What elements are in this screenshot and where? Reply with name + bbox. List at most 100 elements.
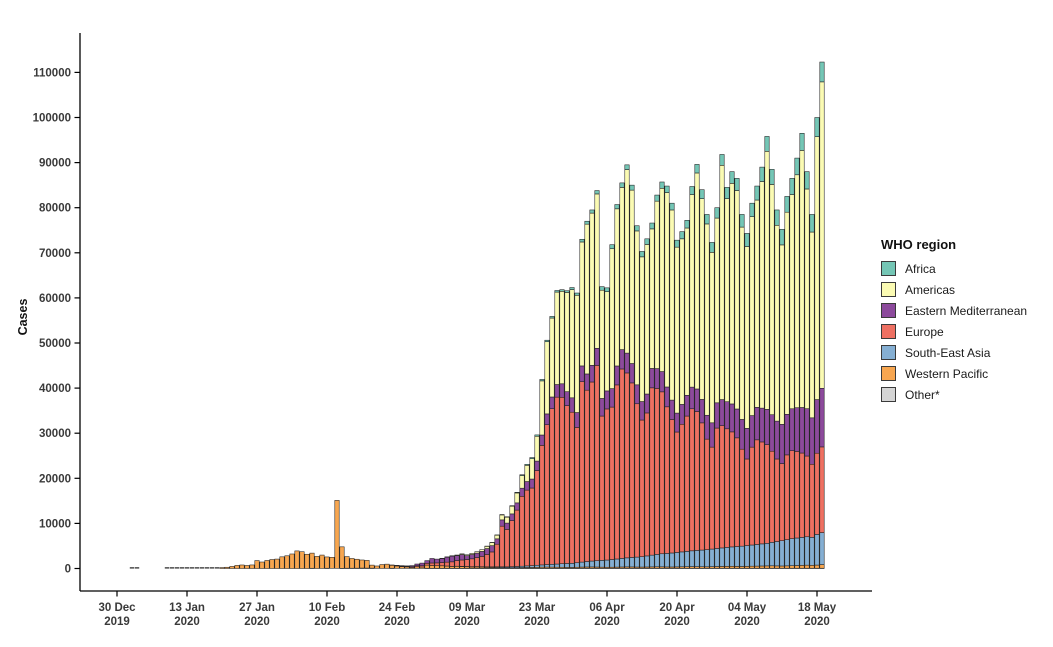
- x-tick-label: 10 Feb 2020: [309, 602, 345, 628]
- bar-segment: [654, 200, 660, 369]
- legend-label: Western Pacific: [905, 366, 989, 381]
- bar-segment: [819, 61, 825, 83]
- bar-segment: [454, 566, 460, 569]
- bar-segment: [604, 408, 610, 561]
- bar-segment: [754, 185, 760, 201]
- bar-segment: [484, 546, 490, 549]
- bar-segment: [809, 231, 815, 419]
- bar-segment: [539, 380, 545, 436]
- x-tick-label: 27 Jan 2020: [239, 602, 275, 628]
- bar-segment: [579, 365, 585, 382]
- bar-segment: [614, 204, 620, 210]
- bar-segment: [804, 455, 810, 538]
- bar-segment: [714, 402, 720, 429]
- bar-segment: [219, 567, 225, 569]
- bar-segment: [819, 446, 825, 533]
- bar-segment: [629, 189, 635, 364]
- bar-segment: [524, 464, 530, 466]
- bar-segment: [689, 386, 695, 410]
- bar-segment: [634, 230, 640, 386]
- bar-segment: [809, 537, 815, 566]
- bar-segment: [429, 562, 435, 566]
- bar-segment: [664, 192, 670, 388]
- bar-segment: [609, 388, 615, 408]
- bar-segment: [579, 241, 585, 367]
- bar-segment: [564, 391, 570, 406]
- bar-segment: [739, 545, 745, 567]
- bar-segment: [779, 463, 785, 541]
- y-tick-label: 90000: [39, 158, 71, 170]
- bar-segment: [554, 563, 560, 568]
- bar-segment: [699, 198, 705, 400]
- bar-segment: [664, 185, 670, 193]
- bar-segment: [549, 316, 555, 319]
- legend-swatch: [881, 261, 896, 276]
- bar-segment: [749, 565, 755, 569]
- bar-segment: [754, 565, 760, 569]
- legend-label: Europe: [905, 324, 944, 339]
- bar-day-17: [199, 567, 205, 569]
- bar-segment: [514, 492, 520, 504]
- bar-segment: [524, 465, 530, 482]
- bar-segment: [684, 415, 690, 552]
- bar-segment: [684, 551, 690, 567]
- bar-segment: [379, 564, 385, 569]
- bar-segment: [524, 481, 530, 491]
- bar-segment: [529, 458, 535, 480]
- bar-segment: [249, 564, 255, 569]
- x-tick-label: 30 Dec 2019: [98, 602, 136, 628]
- bar-segment: [454, 555, 460, 561]
- bar-segment: [784, 539, 790, 567]
- bar-segment: [469, 558, 475, 567]
- bar-segment: [509, 505, 515, 515]
- bar-segment: [779, 424, 785, 464]
- bar-segment: [809, 463, 815, 538]
- bar-segment: [544, 413, 550, 425]
- bar-segment: [774, 225, 780, 422]
- bar-segment: [639, 556, 645, 568]
- bar-segment: [674, 246, 680, 414]
- bar-segment: [504, 522, 510, 530]
- axes-layer: 0 10000 20000 30000 40000 50000 60000 70000 8000…: [33, 33, 872, 628]
- bar-segment: [539, 564, 545, 568]
- bar-segment: [739, 419, 745, 450]
- bar-segment: [584, 389, 590, 562]
- bars-layer: [129, 61, 825, 569]
- bar-segment: [559, 563, 565, 568]
- bar-segment: [549, 408, 555, 565]
- bar-segment: [719, 425, 725, 549]
- x-tick-label: 09 Mar 2020: [449, 602, 486, 628]
- bar-segment: [619, 558, 625, 568]
- bar-segment: [464, 559, 470, 567]
- bar-segment: [704, 549, 710, 568]
- bar-segment: [569, 411, 575, 564]
- bar-segment: [594, 190, 600, 195]
- bar-segment: [669, 419, 675, 554]
- bar-segment: [529, 487, 535, 566]
- bar-segment: [269, 559, 275, 569]
- bar-segment: [544, 424, 550, 565]
- bar-segment: [394, 565, 400, 569]
- bar-segment: [559, 291, 565, 385]
- bar-segment: [234, 565, 240, 569]
- bar-segment: [799, 150, 805, 408]
- bar-segment: [764, 565, 770, 569]
- legend-swatch: [881, 324, 896, 339]
- bar-segment: [694, 388, 700, 412]
- legend-label: South-East Asia: [905, 345, 991, 360]
- bar-segment: [409, 565, 415, 568]
- bar-segment: [774, 209, 780, 226]
- bar-segment: [794, 174, 800, 408]
- bar-segment: [554, 396, 560, 565]
- bar-segment: [689, 194, 695, 388]
- bar-segment: [594, 365, 600, 561]
- bar-segment: [654, 368, 660, 389]
- bar-segment: [284, 555, 290, 569]
- bar-segment: [769, 169, 775, 185]
- bar-segment: [784, 454, 790, 540]
- bar-segment: [764, 136, 770, 152]
- bar-segment: [709, 252, 715, 424]
- bar-segment: [764, 409, 770, 445]
- bar-segment: [764, 151, 770, 410]
